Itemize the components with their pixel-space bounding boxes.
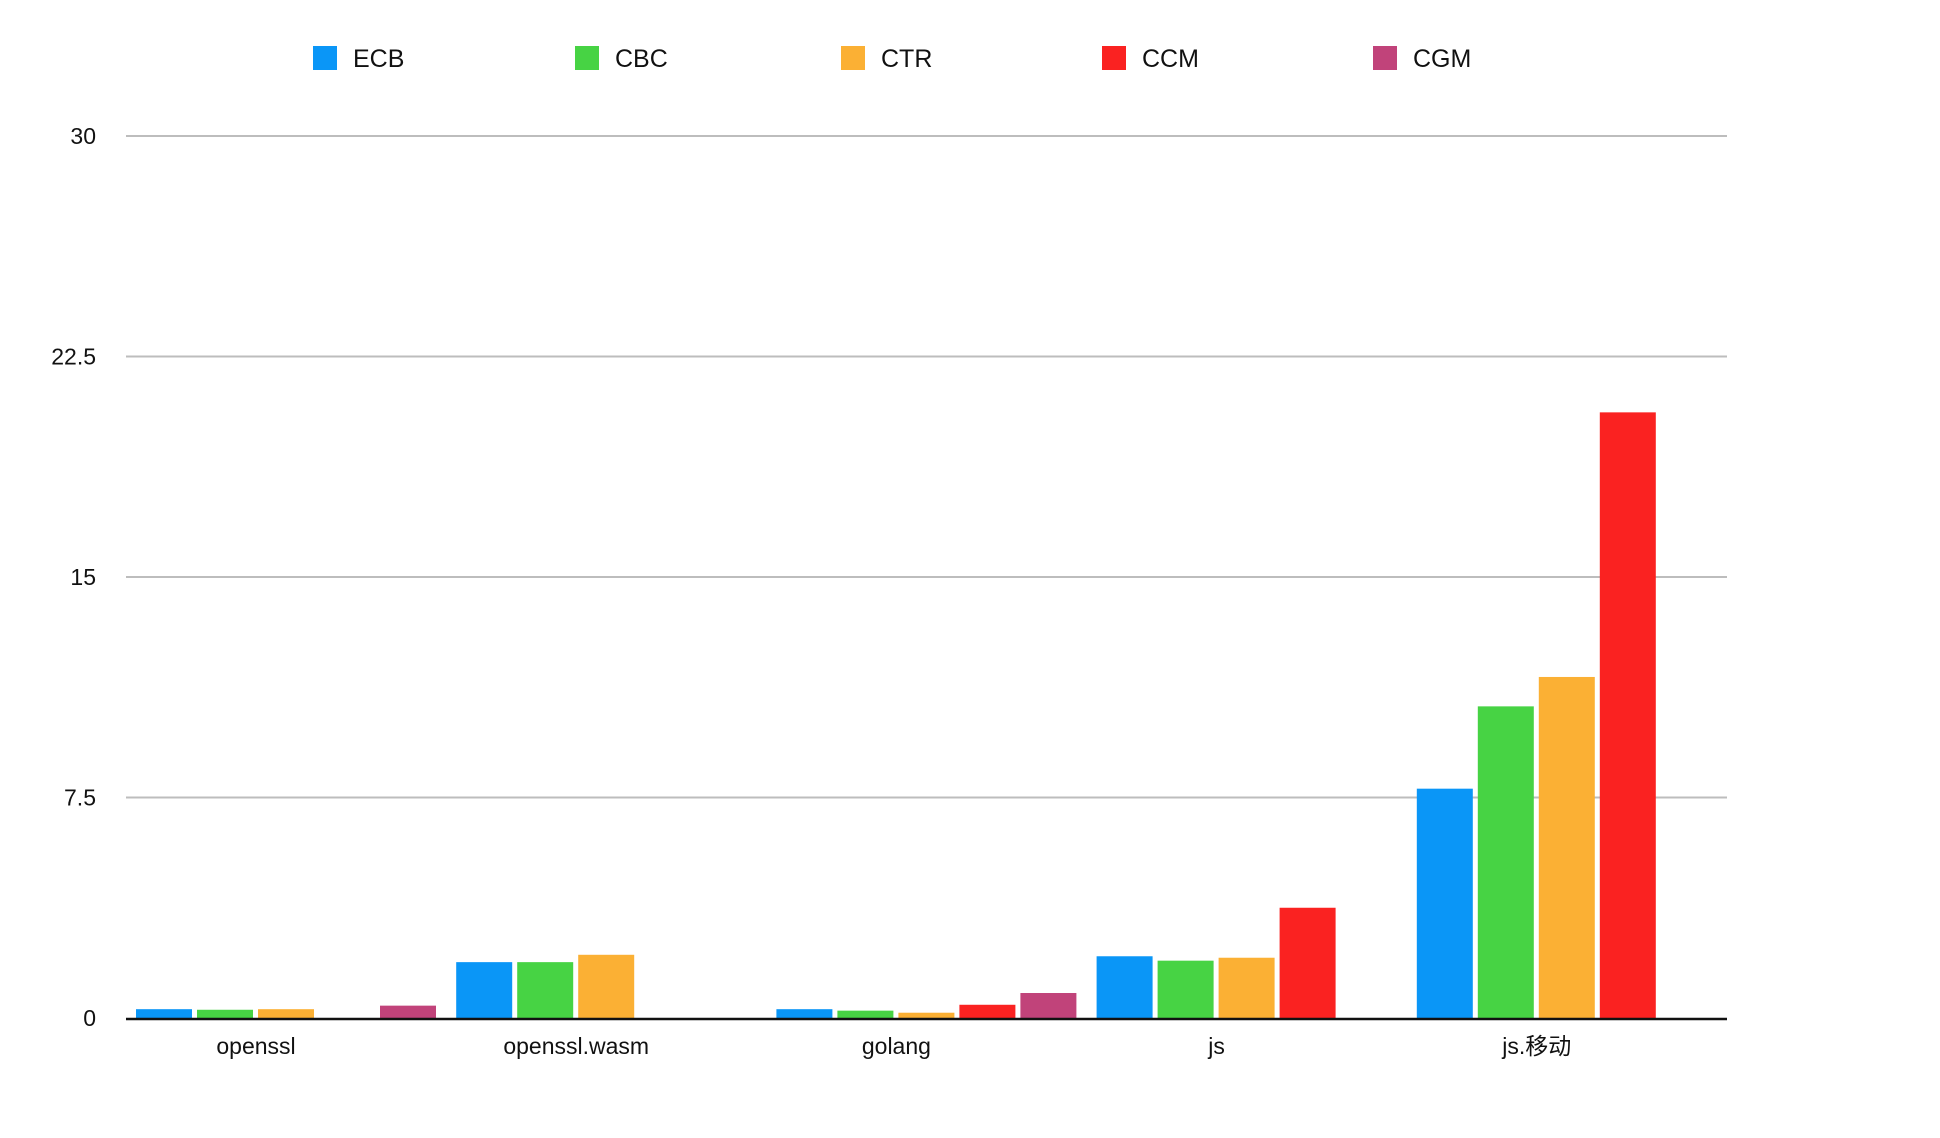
bar-ctr-0 xyxy=(258,1009,314,1018)
y-tick-label: 0 xyxy=(83,1005,96,1031)
bars xyxy=(136,412,1656,1018)
legend-swatch-cgm xyxy=(1373,46,1397,70)
legend-swatch-cbc xyxy=(575,46,599,70)
y-tick-label: 7.5 xyxy=(64,785,96,811)
bar-ecb-4 xyxy=(1416,788,1473,1018)
bar-ecb-3 xyxy=(1096,956,1153,1018)
legend-label-ccm: CCM xyxy=(1142,45,1199,73)
bar-ctr-3 xyxy=(1218,957,1275,1018)
legend: ECB CBC CTR CCM CGM xyxy=(313,45,1471,73)
legend-label-cbc: CBC xyxy=(615,45,668,73)
legend-swatch-ccm xyxy=(1102,46,1126,70)
bar-ctr-2 xyxy=(898,1012,955,1018)
legend-swatch-ctr xyxy=(841,46,865,70)
y-tick-label: 22.5 xyxy=(51,344,96,370)
bar-ccm-4 xyxy=(1599,412,1656,1018)
bar-ecb-0 xyxy=(136,1009,192,1018)
bar-ecb-2 xyxy=(776,1009,833,1018)
legend-label-ctr: CTR xyxy=(881,45,932,73)
bar-ecb-1 xyxy=(456,962,513,1018)
legend-label-cgm: CGM xyxy=(1413,45,1471,73)
bar-cbc-0 xyxy=(197,1009,253,1018)
bar-cbc-4 xyxy=(1477,706,1534,1018)
bar-cgm-2 xyxy=(1020,993,1077,1018)
gridlines xyxy=(126,135,1727,799)
y-tick-label: 15 xyxy=(70,564,96,590)
legend-swatch-ecb xyxy=(313,46,337,70)
bar-cbc-2 xyxy=(837,1010,894,1018)
category-labels: openssl openssl.wasm golang js js.移动 xyxy=(216,1033,1571,1059)
bar-ctr-4 xyxy=(1538,676,1595,1018)
bar-cbc-3 xyxy=(1157,960,1214,1018)
bar-cbc-1 xyxy=(517,962,574,1018)
y-axis-tick-labels: 0 7.5 15 22.5 30 xyxy=(51,123,96,1031)
category-label: openssl xyxy=(216,1033,295,1059)
category-label: openssl.wasm xyxy=(503,1033,649,1059)
legend-label-ecb: ECB xyxy=(353,45,404,73)
bar-ccm-3 xyxy=(1279,907,1336,1018)
bar-ctr-1 xyxy=(578,954,635,1018)
category-label: golang xyxy=(862,1033,931,1059)
bar-cgm-0 xyxy=(380,1005,436,1018)
y-tick-label: 30 xyxy=(70,123,96,149)
bar-ccm-2 xyxy=(959,1004,1016,1018)
category-label: js.移动 xyxy=(1501,1033,1571,1059)
category-label: js xyxy=(1207,1033,1225,1059)
